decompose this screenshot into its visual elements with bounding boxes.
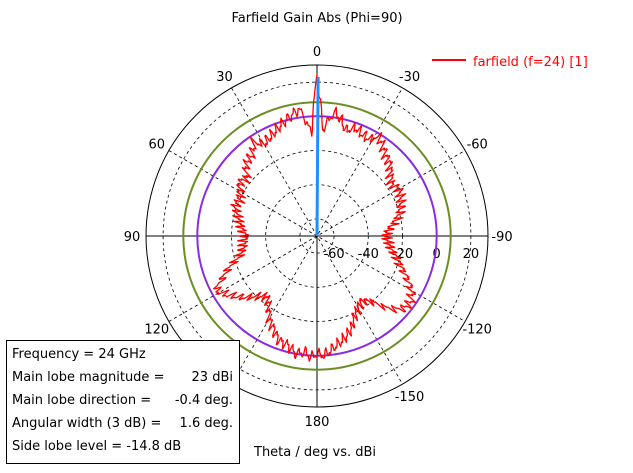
info-row-label: Main lobe direction = — [12, 393, 152, 408]
angle-tick-label: 30 — [216, 70, 233, 85]
radial-tick-label: -40 — [358, 247, 379, 262]
info-row-value: -0.4 deg. — [174, 393, 233, 408]
info-row-label: Side lobe level = -14.8 dB — [12, 439, 182, 454]
info-row-main-lobe-magnitude: Main lobe magnitude = 23 dBi — [12, 368, 233, 388]
info-row-value: 1.6 deg. — [179, 416, 233, 431]
info-row-label: Main lobe magnitude = — [12, 370, 165, 385]
radial-tick-label: 0 — [433, 247, 441, 262]
results-info-box: Frequency = 24 GHz Main lobe magnitude =… — [6, 340, 240, 464]
info-row-side-lobe-level: Side lobe level = -14.8 dB — [12, 437, 233, 457]
series-trace — [213, 73, 417, 362]
radial-tick-label: -60 — [323, 247, 344, 262]
info-row-main-lobe-direction: Main lobe direction = -0.4 deg. — [12, 391, 233, 411]
series-traces — [213, 73, 417, 362]
info-row-label: Angular width (3 dB) = — [12, 416, 162, 431]
radial-tick-labels: -60 -40 -20 0 20 — [323, 247, 479, 262]
angle-tick-label: -60 — [467, 138, 488, 153]
x-axis-label: Theta / deg vs. dBi — [253, 445, 376, 460]
angle-tick-label: -30 — [399, 70, 420, 85]
angle-tick-label: 180 — [305, 415, 330, 430]
angle-tick-label: -90 — [491, 230, 512, 245]
angle-tick-label: 60 — [149, 138, 166, 153]
angle-tick-label: -150 — [395, 390, 425, 405]
angle-tick-label: 120 — [144, 323, 169, 338]
angle-tick-label: -120 — [462, 323, 492, 338]
angle-tick-labels: 0306090120150180-150-120-90-60-30 — [124, 45, 513, 430]
radial-tick-label: 20 — [463, 247, 480, 262]
info-row-label: Frequency = 24 GHz — [12, 347, 146, 362]
legend-label: farfield (f=24) [1] — [473, 55, 588, 70]
angle-tick-label: 0 — [313, 45, 321, 60]
main-lobe-marker — [315, 76, 320, 237]
info-row-value: 23 dBi — [191, 370, 233, 385]
info-row-frequency: Frequency = 24 GHz — [12, 345, 233, 365]
legend: farfield (f=24) [1] — [432, 55, 588, 70]
info-row-angular-width: Angular width (3 dB) = 1.6 deg. — [12, 414, 233, 434]
main-lobe-marker-line — [315, 76, 320, 237]
angle-tick-label: 90 — [124, 230, 141, 245]
chart-title: Farfield Gain Abs (Phi=90) — [231, 11, 402, 26]
